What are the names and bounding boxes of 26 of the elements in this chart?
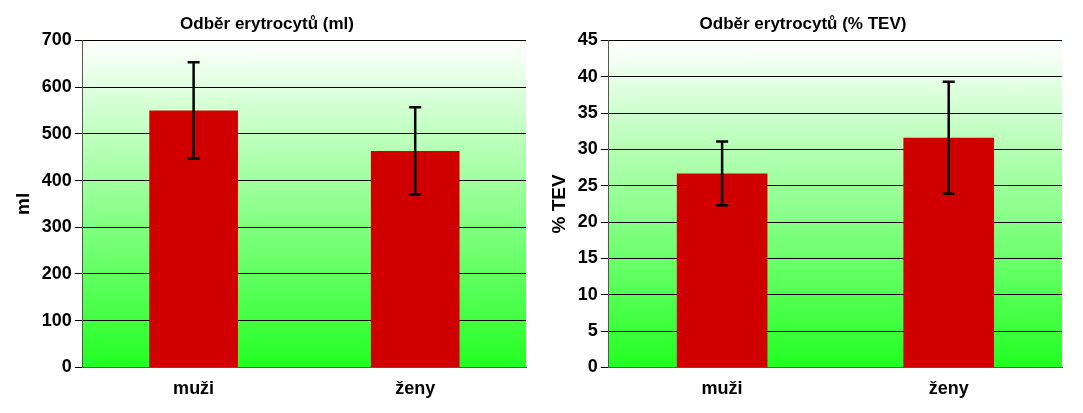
y-tick-label: 20 [577, 211, 598, 232]
chart-title: Odběr erytrocytů (% TEV) [699, 13, 907, 33]
y-tick-label: 700 [41, 29, 72, 50]
x-tick-label: ženy [395, 378, 436, 399]
y-tick-label: 200 [41, 262, 72, 283]
y-tick-label: 600 [41, 76, 72, 97]
y-tick-label: 15 [577, 247, 598, 268]
y-tick-label: 10 [577, 283, 598, 304]
y-tick-label: 100 [41, 309, 72, 330]
y-tick-label: 25 [577, 174, 598, 195]
y-tick-label: 35 [577, 102, 598, 123]
x-tick-label: muži [173, 378, 215, 399]
y-tick-label: 400 [41, 169, 72, 190]
y-tick-label: 300 [41, 216, 72, 237]
chart-title: Odběr erytrocytů (ml) [180, 13, 354, 33]
y-tick-label: 40 [577, 65, 598, 86]
x-tick-label: ženy [928, 378, 969, 399]
y-tick-label: 45 [577, 29, 598, 50]
y-tick-label: 0 [61, 356, 72, 377]
x-tick-label: muži [701, 378, 743, 399]
y-axis-title: % TEV [547, 174, 569, 234]
y-tick-label: 5 [587, 320, 598, 341]
y-tick-label: 0 [587, 356, 598, 377]
y-tick-label: 30 [577, 138, 598, 159]
y-tick-label: 500 [41, 122, 72, 143]
y-axis-title: ml [11, 192, 33, 215]
